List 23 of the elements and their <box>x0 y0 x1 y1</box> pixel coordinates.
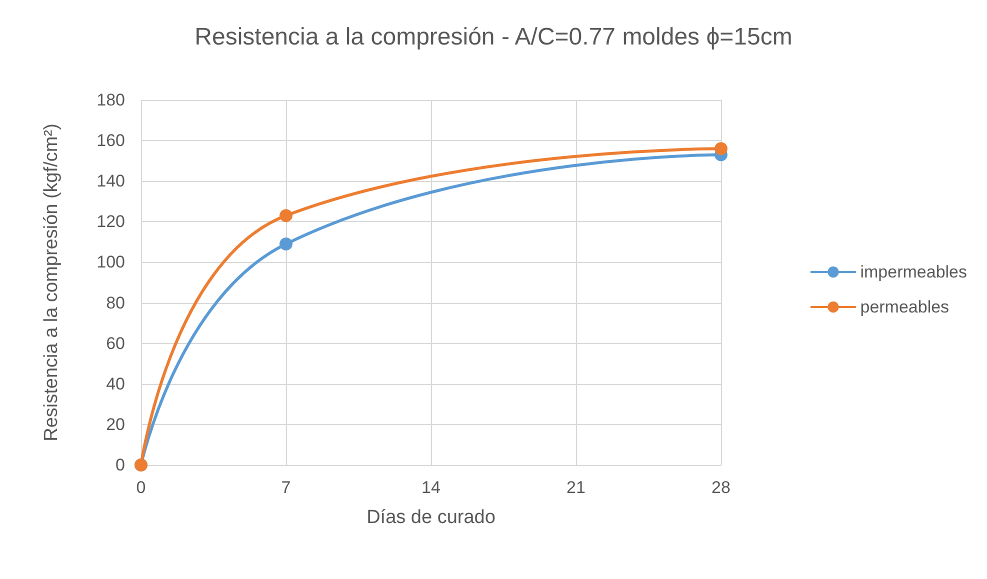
y-tick-label: 100 <box>96 252 125 272</box>
x-tick-label: 0 <box>136 478 146 497</box>
x-tick-label: 7 <box>281 478 291 497</box>
y-tick-label: 120 <box>96 212 125 232</box>
x-tick-label: 28 <box>712 478 730 497</box>
legend-label: permeables <box>860 298 950 316</box>
y-tick-label: 160 <box>96 131 125 150</box>
y-tick-label: 80 <box>106 293 125 312</box>
y-tick-label: 60 <box>106 334 125 353</box>
x-axis-title: Días de curado <box>366 507 496 528</box>
x-tick-label: 14 <box>422 478 440 497</box>
point <box>280 209 292 222</box>
y-tick-label: 40 <box>106 374 125 394</box>
point <box>714 142 728 156</box>
y-tick-label: 180 <box>96 90 125 110</box>
x-tick-label: 21 <box>566 478 586 497</box>
legend-label: impermeables <box>860 262 967 282</box>
y-axis-title: Resistencia a la compresión (kgf/cm²) <box>41 124 62 442</box>
point <box>280 237 292 250</box>
y-tick-label: 20 <box>106 414 125 434</box>
y-tick-label: 0 <box>116 456 125 474</box>
chart-title: Resistencia a la compresión - A/C=0.77 moldes ϕ=15cm <box>194 24 792 50</box>
y-tick-label: 140 <box>96 172 125 191</box>
